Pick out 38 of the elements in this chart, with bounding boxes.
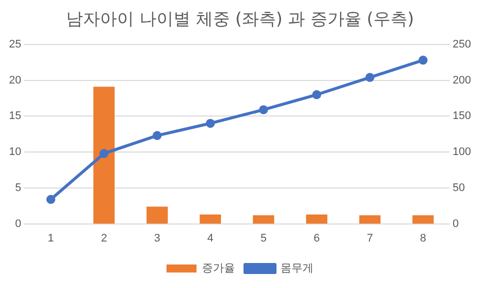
bar <box>146 206 168 224</box>
bar <box>412 215 434 224</box>
legend-label: 몸무게 <box>280 261 314 274</box>
y2-tick-label: 100 <box>452 146 472 158</box>
bar <box>200 214 221 224</box>
y2-tick-label: 0 <box>452 218 459 230</box>
y-tick-label: 15 <box>8 110 22 122</box>
x-tick-label: 3 <box>154 232 160 244</box>
point <box>152 131 162 140</box>
bar <box>359 215 381 224</box>
bar <box>93 86 115 224</box>
x-tick-label: 4 <box>207 232 214 244</box>
bar <box>306 214 328 224</box>
y2-tick-label: 250 <box>452 38 472 50</box>
point <box>100 148 108 158</box>
point <box>312 90 322 100</box>
chart-title: 남자아이 나이별 체중 (좌측) 과 증가율 (우측) <box>66 10 414 30</box>
x-tick-label: 2 <box>100 232 108 244</box>
y2-tick-label: 150 <box>452 110 472 122</box>
y2-tick-label: 200 <box>452 74 472 86</box>
point <box>46 194 56 204</box>
point <box>206 118 215 128</box>
x-tick-label: 6 <box>314 232 320 244</box>
point <box>365 72 374 82</box>
point <box>259 105 268 114</box>
point <box>418 56 428 65</box>
y-tick-label: 25 <box>8 38 22 50</box>
x-tick-label: 7 <box>366 232 373 244</box>
y-tick-label: 10 <box>8 146 22 158</box>
y-tick-label: 0 <box>15 218 22 230</box>
y-tick-label: 5 <box>15 182 22 194</box>
y-tick-label: 20 <box>8 74 22 86</box>
bar <box>252 215 274 224</box>
x-tick-label: 1 <box>48 232 54 244</box>
x-tick-label: 5 <box>260 232 267 244</box>
y2-tick-label: 50 <box>452 182 465 194</box>
x-tick-label: 8 <box>420 232 426 244</box>
legend-label: 증가율 <box>202 261 235 274</box>
